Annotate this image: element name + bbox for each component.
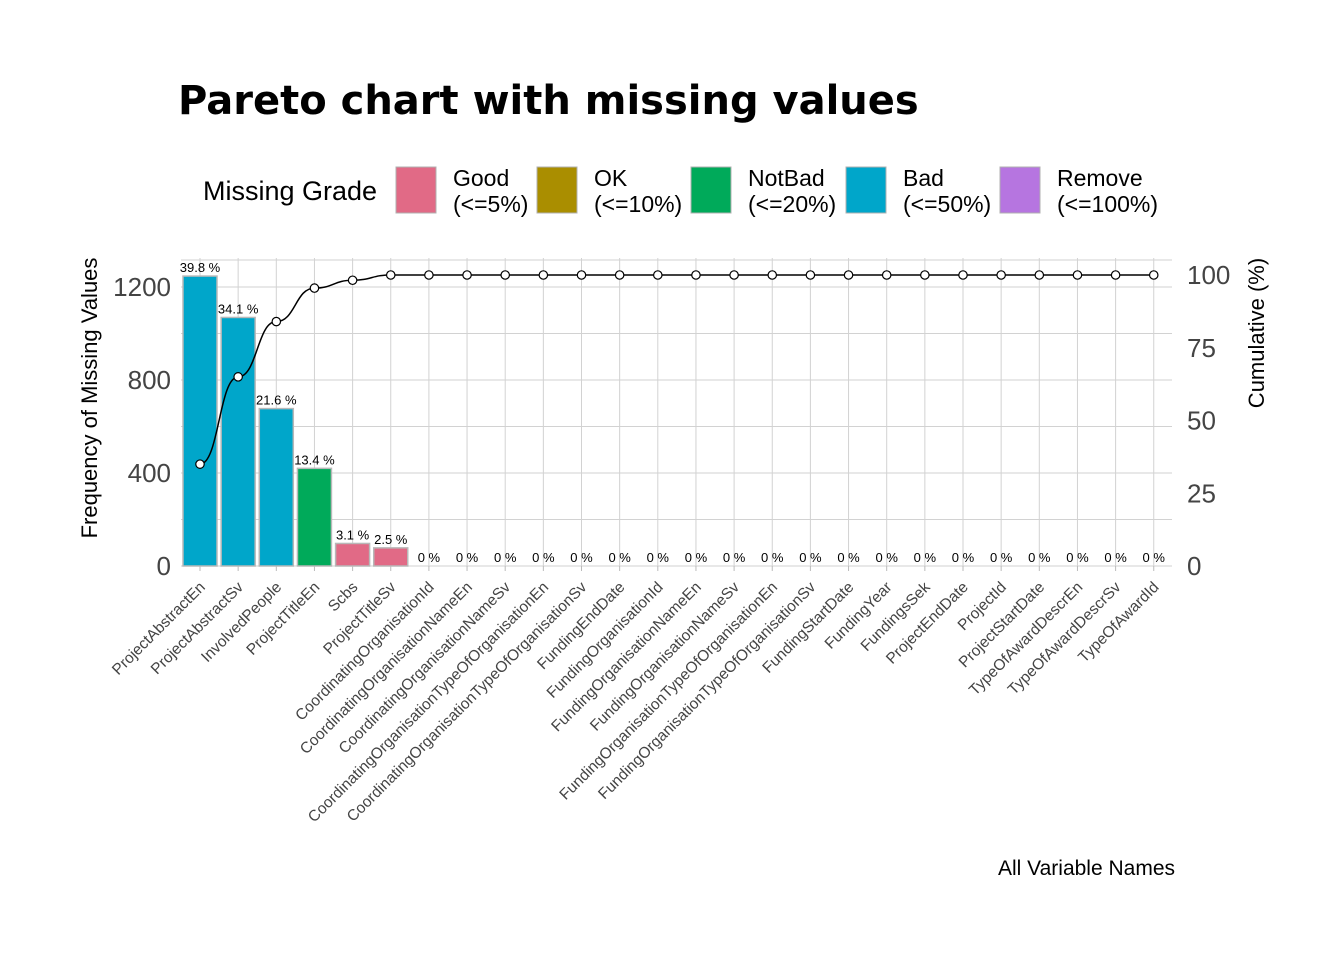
y-axis-ticks: 0 400 800 1200 [113,272,171,581]
cumulative-point-typeofawardid [1148,270,1159,280]
legend-key-good [395,166,437,214]
cumulative-point-coordinatingorganisationnameen [462,270,472,280]
cumulative-point-involvedpeople [271,316,282,327]
y2-axis-title: Cumulative (%) [1244,258,1269,408]
cumulative-point-typeofawarddescren [1072,270,1083,280]
bar-label-involvedpeople: 21.6 % [256,393,297,408]
bar-label-projectid: 0 % [990,550,1013,565]
cumulative-point-projectstartdate [1034,270,1045,280]
y2-tick-25: 25 [1187,478,1216,508]
legend-key-bad [845,166,887,214]
bar-projectabstractsv [220,316,256,567]
bar-label-projecttitlesv: 2.5 % [374,532,408,547]
bar-projecttitleen [296,467,333,567]
legend-title: Missing Grade [203,176,377,206]
legend-sublabel-ok: (<=10%) [594,191,682,217]
bar-data-labels: 39.8 % 34.1 % 21.6 % 13.4 % 3.1 % 2.5 % 0 % 0 %… [180,260,1166,565]
bar-label-projectabstractsv: 34.1 % [218,301,259,316]
bar-label-fundingenddate: 0 % [608,550,631,565]
cumulative-path [199,274,1154,465]
y2-tick-75: 75 [1187,333,1216,363]
bars [182,275,409,567]
cumulative-point-fundingorganisationtypeoforganisationen [767,270,778,280]
cumulative-point-fundingorganisationnameen [691,270,701,280]
legend-label-bad: Bad [903,165,944,191]
bar-label-scbs: 3.1 % [336,527,370,542]
bar-label-projecttitleen: 13.4 % [294,452,335,467]
legend-label-ok: OK [594,165,628,191]
bar-label-typeofawarddescrsv: 0 % [1104,550,1127,565]
cumulative-point-coordinatingorganisationtypeoforganisationsv [576,270,587,280]
bar-label-fundingorganisationnameen: 0 % [685,550,708,565]
y-tick-800: 800 [128,365,171,395]
cumulative-point-fundingssek [920,270,930,280]
bar-label-fundingssek: 0 % [914,550,937,565]
cumulative-point-fundingorganisationid [652,270,663,280]
x-axis-ticks: ProjectAbstractEnProjectAbstractSvInvolv… [109,566,1163,826]
bar-involvedpeople [258,407,295,567]
cumulative-point-projecttitleen [309,283,320,293]
bar-label-coordinatingorganisationtypeoforganisationsv: 0 % [570,550,593,565]
legend-label-good: Good [453,165,509,191]
y2-tick-100: 100 [1187,260,1230,290]
bar-label-coordinatingorganisationnamesv: 0 % [494,550,517,565]
y-tick-400: 400 [128,458,171,488]
cumulative-point-projectabstractsv [233,372,243,382]
legend-key-ok [536,166,578,214]
bar-label-projectstartdate: 0 % [1028,550,1051,565]
legend-label-notbad: NotBad [748,165,825,191]
bar-label-typeofawarddescren: 0 % [1066,550,1089,565]
bar-scbs [334,542,371,567]
bar-label-typeofawardid: 0 % [1143,550,1166,565]
y-tick-0: 0 [157,551,171,581]
legend-key-notbad [690,166,732,214]
bar-label-fundingorganisationtypeoforganisationsv: 0 % [799,550,822,565]
cumulative-point-projectenddate [958,270,968,280]
cumulative-point-coordinatingorganisationid [424,270,434,280]
bar-label-projectabstracten: 39.8 % [180,260,221,275]
bar-label-coordinatingorganisationnameen: 0 % [456,550,479,565]
cumulative-point-fundingorganisationnamesv [729,270,739,280]
cumulative-point-typeofawarddescrsv [1110,270,1121,280]
bar-label-projectenddate: 0 % [952,550,975,565]
legend: Missing Grade Good(<=5%)OK(<=10%)NotBad(… [203,165,1158,217]
cumulative-point-coordinatingorganisationtypeoforganisationen [538,270,549,280]
bar-label-coordinatingorganisationid: 0 % [418,550,441,565]
y-axis-title: Frequency of Missing Values [77,258,102,539]
grid [181,258,1172,567]
legend-sublabel-bad: (<=50%) [903,191,991,217]
cumulative-point-fundingenddate [614,270,625,280]
bar-projecttitlesv [373,547,409,567]
y-tick-1200: 1200 [113,272,171,302]
y2-tick-0: 0 [1187,551,1201,581]
cumulative-point-fundingstartdate [843,270,854,280]
cumulative-point-scbs [347,275,358,286]
y2-axis-ticks: 0 25 50 75 100 [1187,260,1230,581]
legend-sublabel-notbad: (<=20%) [748,191,836,217]
cumulative-point-coordinatingorganisationnamesv [500,270,510,280]
cumulative-point-projectid [996,270,1006,280]
chart-title: Pareto chart with missing values [178,78,919,124]
legend-key-remove [999,166,1041,214]
bar-label-fundingorganisationid: 0 % [647,550,670,565]
bar-label-fundingstartdate: 0 % [837,550,860,565]
y2-tick-50: 50 [1187,406,1216,436]
x-axis-caption: All Variable Names [998,857,1175,880]
cumulative-line [195,270,1159,469]
bar-label-fundingorganisationnamesv: 0 % [723,550,746,565]
legend-sublabel-good: (<=5%) [453,191,528,217]
cumulative-point-fundingorganisationtypeoforganisationsv [805,270,816,280]
cumulative-point-projectabstracten [195,459,205,469]
bar-projectabstracten [182,275,218,567]
legend-sublabel-remove: (<=100%) [1057,191,1158,217]
bar-label-coordinatingorganisationtypeoforganisationen: 0 % [532,550,555,565]
legend-label-remove: Remove [1057,165,1143,191]
bar-label-fundingorganisationtypeoforganisationen: 0 % [761,550,784,565]
bar-label-fundingyear: 0 % [875,550,898,565]
cumulative-point-fundingyear [881,270,892,280]
cumulative-point-projecttitlesv [385,270,396,280]
